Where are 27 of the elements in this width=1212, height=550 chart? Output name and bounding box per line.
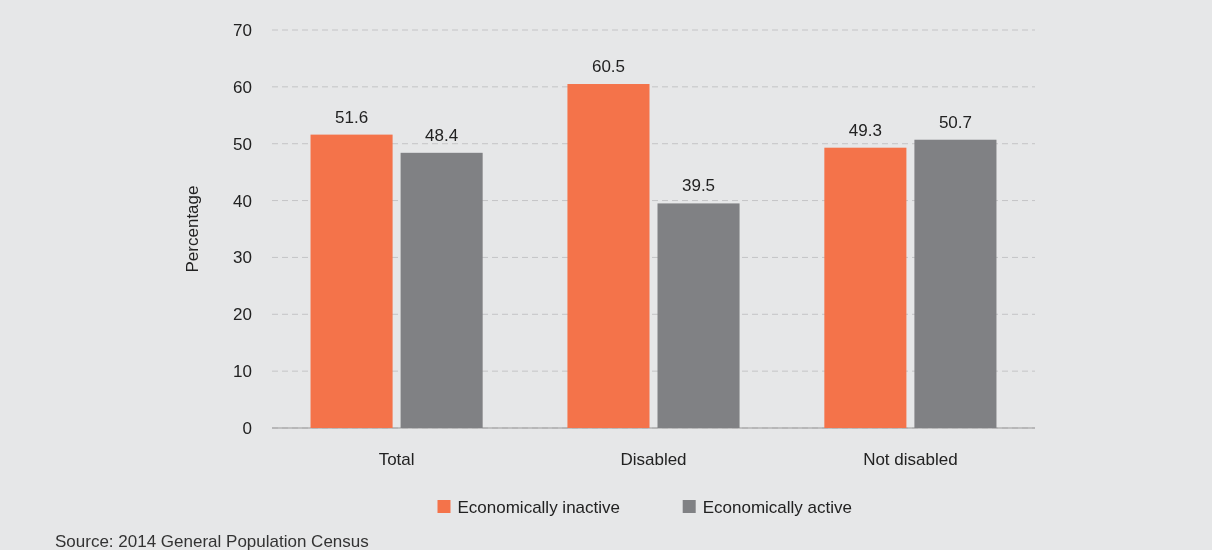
x-tick-label: Not disabled bbox=[863, 449, 958, 469]
x-tick-label: Total bbox=[378, 449, 415, 469]
data-label: 49.3 bbox=[848, 120, 882, 140]
bar bbox=[310, 134, 393, 428]
y-tick-label: 10 bbox=[233, 362, 252, 382]
bar bbox=[914, 139, 997, 428]
y-axis-title: Percentage bbox=[183, 185, 202, 273]
data-label: 51.6 bbox=[335, 107, 369, 127]
bar bbox=[400, 152, 483, 428]
y-tick-label: 70 bbox=[233, 20, 252, 40]
source-note: Source: 2014 General Population Census bbox=[55, 531, 369, 550]
x-tick-label: Disabled bbox=[620, 449, 687, 469]
y-tick-label: 50 bbox=[233, 134, 252, 154]
legend-label: Economically active bbox=[702, 497, 852, 517]
data-label: 50.7 bbox=[938, 112, 972, 132]
bar bbox=[657, 203, 740, 428]
bar bbox=[567, 84, 650, 428]
data-label: 48.4 bbox=[425, 125, 459, 145]
y-tick-label: 0 bbox=[242, 418, 252, 438]
y-tick-label: 20 bbox=[233, 305, 252, 325]
data-label: 39.5 bbox=[681, 176, 716, 196]
y-tick-label: 60 bbox=[233, 77, 252, 97]
legend-label: Economically inactive bbox=[457, 497, 621, 517]
y-tick-label: 30 bbox=[233, 248, 252, 268]
data-label: 60.5 bbox=[591, 57, 626, 77]
bar bbox=[824, 147, 907, 428]
y-tick-label: 40 bbox=[233, 191, 252, 211]
